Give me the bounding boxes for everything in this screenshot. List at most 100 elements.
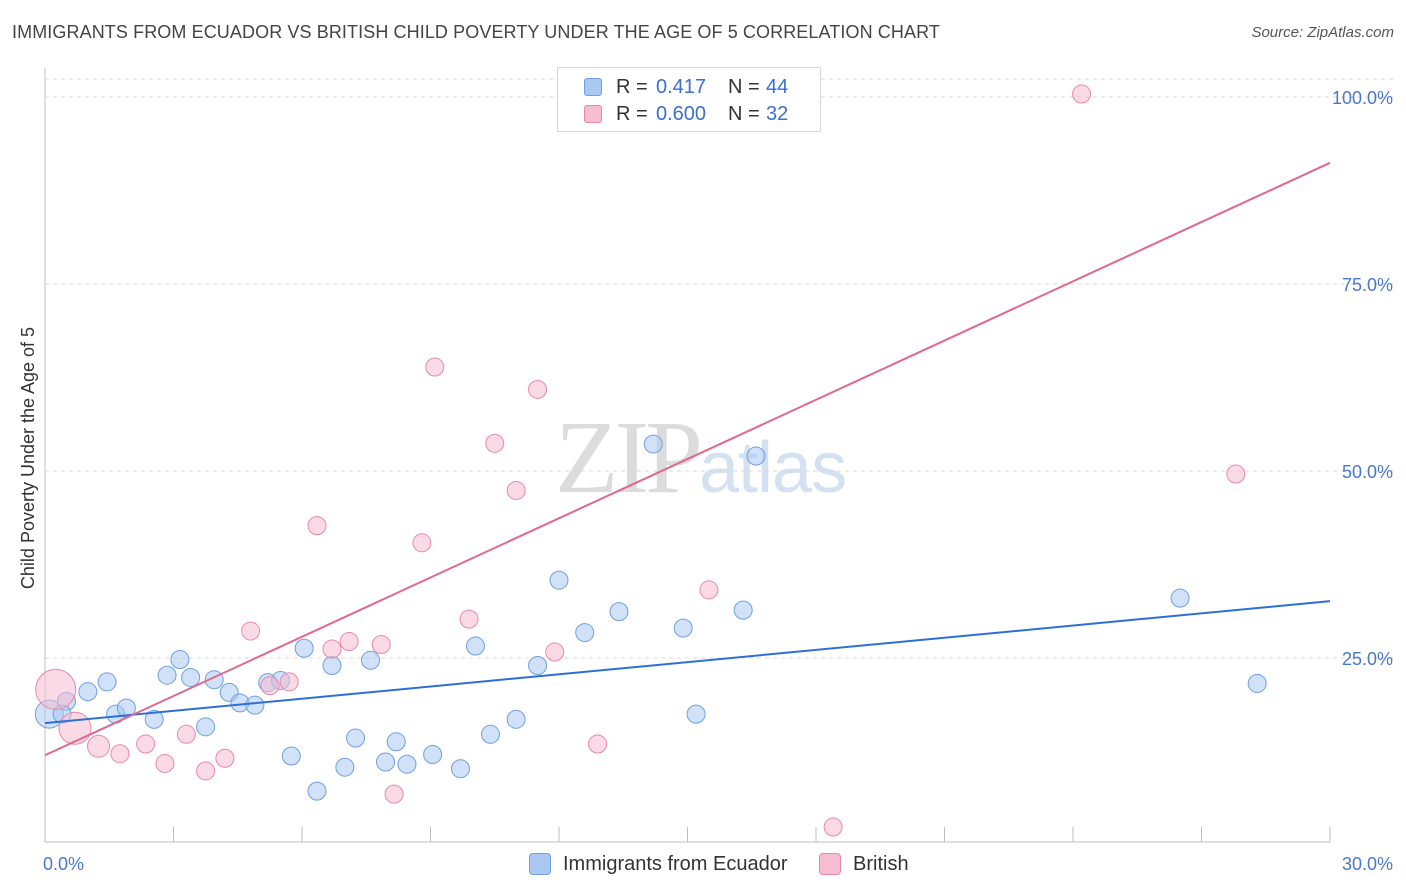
- british-point: [279, 672, 299, 692]
- ecuador-trend-line: [44, 600, 1331, 725]
- ecuador-point: [335, 757, 355, 777]
- x-tick-label: 0.0%: [43, 854, 84, 874]
- ecuador-point: [423, 744, 443, 764]
- ecuador-point: [450, 759, 470, 779]
- legend-row-ecuador: R = 0.417 N = 44: [584, 75, 788, 99]
- british-point: [823, 817, 843, 837]
- bottom-legend-label-ecuador: Immigrants from Ecuador: [563, 852, 788, 875]
- british-trend-line: [44, 161, 1331, 757]
- legend-row-british: R = 0.600 N = 32: [584, 102, 788, 126]
- british-point: [307, 516, 327, 536]
- ecuador-point: [643, 434, 663, 454]
- ecuador-point: [575, 623, 595, 643]
- x-tick-label: 30.0%: [1342, 854, 1393, 874]
- bottom-legend-swatch-ecuador: [529, 853, 551, 875]
- british-point: [1226, 464, 1246, 484]
- ecuador-point: [245, 695, 265, 715]
- british-point: [176, 724, 196, 744]
- ecuador-point: [609, 602, 629, 622]
- british-point: [110, 744, 130, 764]
- british-point: [412, 533, 432, 553]
- bottom-legend-ecuador: Immigrants from Ecuador: [529, 852, 788, 876]
- british-point: [384, 784, 404, 804]
- y-tick-label: 25.0%: [1342, 649, 1393, 669]
- ecuador-point: [170, 649, 190, 669]
- ecuador-point: [673, 618, 693, 638]
- british-point: [196, 761, 216, 781]
- british-point: [528, 379, 548, 399]
- axes: [44, 68, 1331, 843]
- british-point: [459, 609, 479, 629]
- british-point: [155, 753, 175, 773]
- grid-lines: [45, 78, 1395, 659]
- legend-swatch-ecuador: [584, 78, 602, 96]
- legend-n-label: N =: [728, 102, 760, 125]
- ecuador-point: [549, 570, 569, 590]
- bottom-legend-swatch-british: [819, 853, 841, 875]
- british-point: [136, 734, 156, 754]
- legend-n-label: N =: [728, 75, 760, 98]
- british-point: [87, 734, 111, 758]
- series-immigrants-from-ecuador: [34, 434, 1267, 801]
- british-point: [215, 748, 235, 768]
- y-tick-label: 75.0%: [1342, 275, 1393, 295]
- legend-n-value: 44: [766, 75, 789, 98]
- ecuador-point: [361, 650, 381, 670]
- ecuador-point: [307, 781, 327, 801]
- british-point: [699, 580, 719, 600]
- ecuador-point: [686, 704, 706, 724]
- british-point: [322, 639, 342, 659]
- british-point: [1072, 84, 1092, 104]
- y-tick-label: 50.0%: [1342, 462, 1393, 482]
- ecuador-point: [376, 752, 396, 772]
- ecuador-point: [157, 665, 177, 685]
- ecuador-point: [78, 682, 98, 702]
- trend-lines: [44, 161, 1331, 757]
- ecuador-point: [181, 667, 201, 687]
- british-point: [485, 433, 505, 453]
- british-point: [58, 711, 92, 745]
- british-point: [588, 734, 608, 754]
- ecuador-point: [386, 732, 406, 752]
- ecuador-point: [322, 655, 342, 675]
- ecuador-point: [144, 709, 164, 729]
- british-point: [425, 357, 445, 377]
- y-axis-label: Child Poverty Under the Age of 5: [18, 327, 38, 589]
- ecuador-point: [294, 638, 314, 658]
- ecuador-point: [528, 655, 548, 675]
- ecuador-point: [733, 600, 753, 620]
- british-point: [506, 480, 526, 500]
- british-point: [545, 642, 565, 662]
- ecuador-point: [397, 754, 417, 774]
- ecuador-point: [281, 746, 301, 766]
- ecuador-point: [746, 446, 766, 466]
- ecuador-point: [97, 672, 117, 692]
- chart-title: IMMIGRANTS FROM ECUADOR VS BRITISH CHILD…: [12, 22, 940, 42]
- correlation-legend: R = 0.417 N = 44 R = 0.600 N = 32: [557, 67, 821, 132]
- legend-r-value: 0.417: [656, 75, 707, 98]
- bottom-legend-label-british: British: [853, 852, 909, 875]
- legend-r-label: R =: [616, 102, 648, 125]
- ecuador-point: [1247, 673, 1267, 693]
- y-tick-label: 100.0%: [1332, 88, 1393, 108]
- tick-labels: 25.0% 50.0% 75.0% 100.0% 0.0% 30.0%: [43, 88, 1393, 874]
- ecuador-point: [346, 728, 366, 748]
- source-credit: Source: ZipAtlas.com: [1251, 24, 1394, 41]
- series-british: [35, 84, 1246, 837]
- british-point: [339, 632, 359, 652]
- ecuador-point: [480, 724, 500, 744]
- bottom-legend-british: British: [819, 852, 909, 876]
- british-point: [371, 635, 391, 655]
- legend-r-label: R =: [616, 75, 648, 98]
- legend-swatch-british: [584, 105, 602, 123]
- ecuador-point: [465, 636, 485, 656]
- legend-r-value: 0.600: [656, 102, 707, 125]
- ecuador-point: [506, 709, 526, 729]
- british-point: [35, 668, 77, 710]
- british-point: [241, 621, 261, 641]
- ecuador-point: [196, 717, 216, 737]
- british-point: [260, 676, 280, 696]
- legend-n-value: 32: [766, 102, 789, 125]
- ecuador-point: [1170, 588, 1190, 608]
